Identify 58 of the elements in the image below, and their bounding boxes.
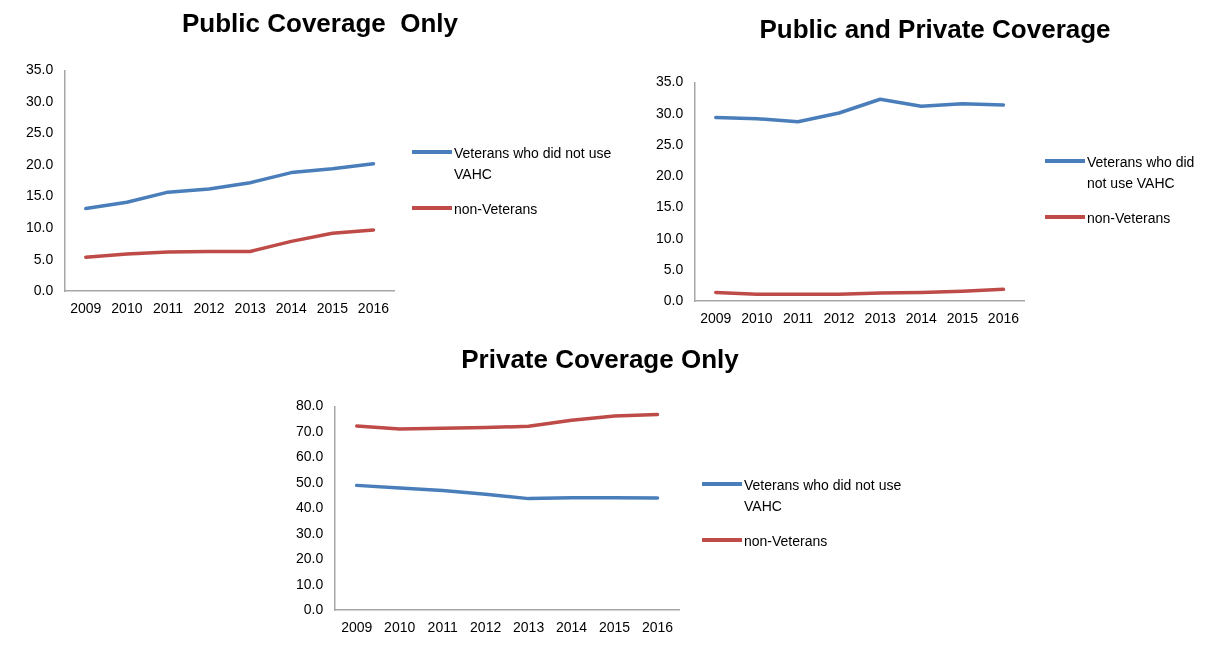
x-tick-label: 2011: [782, 310, 814, 327]
y-tick-label: 20.0: [656, 167, 684, 184]
x-tick-label: 2016: [641, 619, 674, 636]
legend-label: non-Veterans: [744, 532, 828, 551]
x-tick-label: 2015: [946, 310, 979, 327]
x-tick-label: 2012: [470, 619, 502, 636]
y-tick-label: 60.0: [296, 448, 324, 465]
x-tick-label: 2011: [427, 619, 458, 636]
y-tick-label: 15.0: [656, 198, 684, 215]
x-tick-label: 2009: [70, 300, 102, 317]
legend-label: Veterans who did not use VAHC: [744, 476, 903, 516]
y-tick-label: 35.0: [656, 73, 684, 90]
y-tick-label: 30.0: [656, 104, 684, 121]
y-tick-label: 40.0: [296, 499, 324, 516]
y-tick-label: 30.0: [26, 92, 54, 109]
x-tick-label: 2012: [823, 310, 855, 327]
y-tick-label: 15.0: [26, 187, 54, 204]
legend-label: Veterans who did not use VAHC: [1087, 153, 1196, 193]
x-tick-label: 2016: [357, 300, 390, 317]
y-tick-label: 0.0: [303, 601, 324, 618]
y-tick-label: 50.0: [296, 473, 324, 490]
y-tick-label: 70.0: [296, 422, 324, 439]
y-tick-label: 5.0: [33, 250, 54, 267]
x-tick-label: 2009: [700, 310, 732, 327]
y-tick-label: 30.0: [296, 524, 324, 541]
y-tick-label: 10.0: [26, 218, 54, 235]
y-tick-label: 80.0: [296, 397, 324, 414]
x-tick-label: 2014: [905, 310, 938, 327]
y-tick-label: 0.0: [33, 282, 54, 299]
y-tick-label: 5.0: [663, 260, 684, 277]
x-tick-label: 2012: [193, 300, 225, 317]
x-tick-label: 2013: [864, 310, 896, 327]
y-tick-label: 10.0: [296, 575, 324, 592]
x-tick-label: 2010: [111, 300, 143, 317]
y-tick-label: 20.0: [26, 155, 54, 172]
x-tick-label: 2014: [556, 619, 588, 636]
x-tick-label: 2013: [513, 619, 545, 636]
legend-label: Veterans who did not use VAHC: [454, 144, 613, 184]
x-tick-label: 2016: [987, 310, 1020, 327]
x-tick-label: 2015: [598, 619, 631, 636]
y-tick-label: 35.0: [26, 61, 54, 78]
chart-title: Private Coverage Only: [460, 344, 740, 375]
y-tick-label: 10.0: [656, 229, 684, 246]
y-tick-label: 20.0: [296, 550, 324, 567]
legend-label: non-Veterans: [454, 200, 538, 219]
x-tick-label: 2015: [316, 300, 349, 317]
x-tick-label: 2014: [275, 300, 308, 317]
y-tick-label: 25.0: [656, 135, 684, 152]
x-tick-label: 2009: [341, 619, 373, 636]
x-tick-label: 2010: [384, 619, 416, 636]
chart-title: Public Coverage Only: [181, 8, 459, 39]
chart-title: Public and Private Coverage: [758, 14, 1112, 45]
y-tick-label: 25.0: [26, 124, 54, 141]
x-tick-label: 2011: [152, 300, 184, 317]
x-tick-label: 2010: [741, 310, 773, 327]
x-tick-label: 2013: [234, 300, 266, 317]
legend-label: non-Veterans: [1087, 209, 1171, 228]
y-tick-label: 0.0: [663, 292, 684, 309]
